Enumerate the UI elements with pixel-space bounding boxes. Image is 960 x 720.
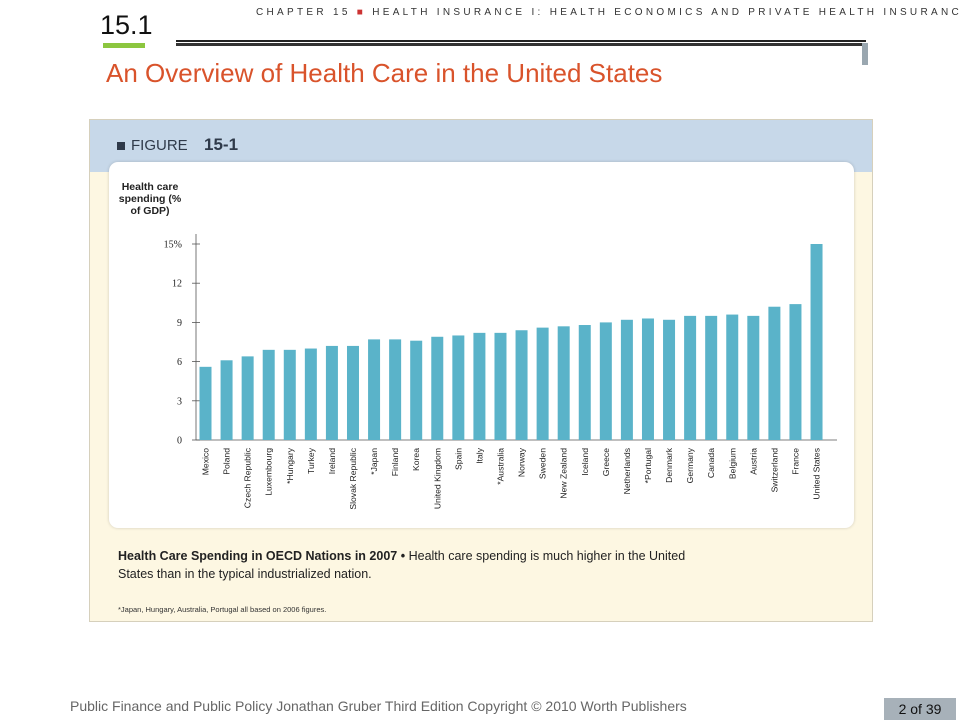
bar bbox=[705, 315, 718, 440]
section-number: 15.1 bbox=[100, 10, 153, 40]
y-tick-label: 15% bbox=[164, 240, 182, 251]
bar bbox=[262, 349, 275, 440]
bar bbox=[789, 304, 802, 440]
x-tick-label: Turkey bbox=[306, 447, 316, 474]
x-tick-label: Finland bbox=[390, 448, 400, 476]
bar bbox=[620, 319, 633, 440]
bar bbox=[515, 330, 528, 440]
y-tick-label: 9 bbox=[177, 318, 182, 329]
x-tick-label: *Portugal bbox=[643, 448, 653, 483]
header-rule bbox=[176, 40, 866, 42]
bar bbox=[726, 314, 739, 440]
y-tick-label: 12 bbox=[172, 279, 182, 290]
figure-label: FIGURE bbox=[131, 137, 188, 154]
bar bbox=[220, 360, 233, 440]
x-tick-label: Netherlands bbox=[622, 448, 632, 494]
bar bbox=[663, 319, 676, 440]
x-tick-label: New Zealand bbox=[559, 448, 569, 499]
x-tick-label: Poland bbox=[222, 448, 232, 475]
section-accent bbox=[103, 43, 145, 48]
x-tick-label: Mexico bbox=[201, 448, 211, 475]
caption-bullet: • bbox=[400, 549, 406, 563]
figure-footnote: *Japan, Hungary, Australia, Portugal all… bbox=[118, 605, 327, 614]
x-tick-label: Sweden bbox=[538, 448, 548, 479]
page-indicator: 2 of 39 bbox=[884, 698, 956, 720]
bar bbox=[599, 322, 612, 440]
footer-text: Public Finance and Public Policy Jonatha… bbox=[70, 698, 687, 714]
x-tick-label: Denmark bbox=[664, 447, 674, 483]
figure-number: 15-1 bbox=[204, 135, 239, 154]
x-tick-label: Belgium bbox=[727, 448, 737, 479]
figure-square-icon bbox=[117, 142, 125, 150]
header-rule-bar bbox=[176, 43, 864, 46]
chapter-title: HEALTH INSURANCE I: HEALTH ECONOMICS AND… bbox=[372, 7, 960, 18]
x-tick-label: Canada bbox=[706, 448, 716, 478]
bar-chart: 0 3 6 9 12 15% Mexico Poland Czech Republic Luxem… bbox=[164, 234, 837, 510]
chart-container: Health care spending (% of GDP) 0 3 6 9 12 15… bbox=[109, 162, 854, 528]
x-tick-label: United Kingdom bbox=[432, 448, 442, 509]
chapter-prefix: CHAPTER 15 bbox=[256, 7, 351, 18]
bar bbox=[747, 315, 760, 440]
bar bbox=[241, 356, 254, 440]
bar bbox=[810, 244, 823, 440]
bar bbox=[452, 335, 465, 440]
x-tick-label: Ireland bbox=[327, 448, 337, 474]
figure-caption: Health Care Spending in OECD Nations in … bbox=[118, 547, 718, 583]
bar bbox=[346, 345, 359, 440]
x-tick-label: *Australia bbox=[495, 448, 505, 485]
x-tick-label: Switzerland bbox=[769, 448, 779, 493]
x-tick-label: Iceland bbox=[580, 448, 590, 476]
bar bbox=[283, 349, 296, 440]
caption-title: Health Care Spending in OECD Nations in … bbox=[118, 549, 398, 563]
y-tick-label: 6 bbox=[177, 357, 182, 368]
x-tick-label: Spain bbox=[453, 448, 463, 470]
x-tick-label: Luxembourg bbox=[264, 448, 274, 496]
bar bbox=[304, 348, 317, 440]
x-tick-label: Czech Republic bbox=[243, 447, 253, 508]
figure-panel: FIGURE 15-1 Health care spending (% of G… bbox=[89, 119, 873, 622]
x-tick-label: Austria bbox=[748, 448, 758, 475]
bar bbox=[768, 306, 781, 440]
x-tick-label: Norway bbox=[517, 447, 527, 477]
bar bbox=[368, 339, 381, 440]
bar bbox=[473, 332, 486, 440]
x-tick-label: *Hungary bbox=[285, 447, 295, 484]
header-rule-tab bbox=[862, 43, 868, 65]
bar bbox=[536, 327, 549, 440]
x-tick-label: France bbox=[790, 448, 800, 475]
bar bbox=[578, 325, 591, 440]
x-tick-label: United States bbox=[812, 448, 822, 500]
bar bbox=[684, 315, 697, 440]
x-tick-label: *Japan bbox=[369, 448, 379, 475]
x-tick-label: Italy bbox=[474, 447, 484, 463]
bar bbox=[557, 326, 570, 440]
caption-text: Health care spending is much higher in t… bbox=[118, 549, 686, 581]
bar bbox=[325, 345, 338, 440]
bar bbox=[389, 339, 402, 440]
bar bbox=[641, 318, 654, 440]
bar bbox=[431, 336, 444, 440]
chapter-heading: CHAPTER 15 ■ HEALTH INSURANCE I: HEALTH … bbox=[256, 7, 960, 18]
chart-ylabel: Health care spending (% of GDP) bbox=[118, 181, 182, 217]
bar bbox=[410, 340, 423, 440]
bar bbox=[494, 332, 507, 440]
x-tick-label: Korea bbox=[411, 448, 421, 471]
x-tick-label: Germany bbox=[685, 447, 695, 483]
x-tick-label: Greece bbox=[601, 448, 611, 476]
bar bbox=[199, 366, 212, 440]
y-tick-label: 0 bbox=[177, 436, 182, 447]
y-tick-label: 3 bbox=[177, 396, 182, 407]
chapter-bullet-icon: ■ bbox=[356, 7, 367, 18]
slide-title: An Overview of Health Care in the United… bbox=[106, 58, 663, 88]
x-tick-label: Slovak Republic bbox=[348, 447, 358, 509]
